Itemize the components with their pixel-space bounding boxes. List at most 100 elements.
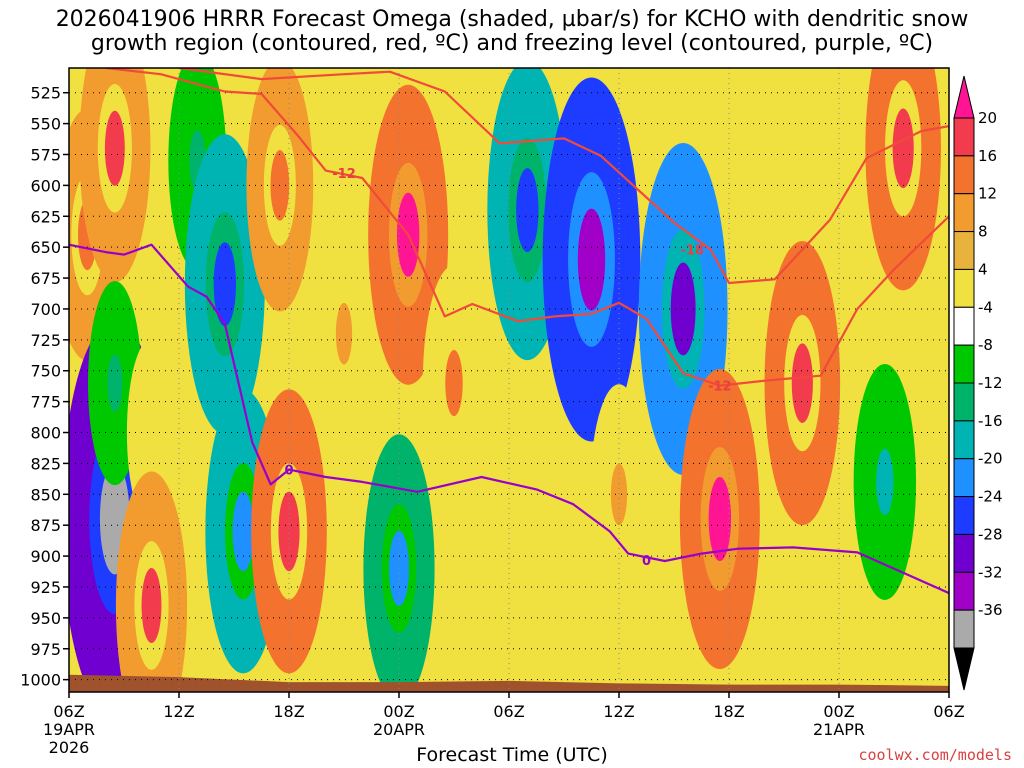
x-tick-year: 2026 xyxy=(49,738,90,757)
colorbar-band xyxy=(953,458,975,498)
colorbar-label: -4 xyxy=(978,298,993,316)
credit-link[interactable]: coolwx.com/models xyxy=(858,746,1012,764)
y-tick-label: 700 xyxy=(30,300,61,319)
y-tick-label: 875 xyxy=(30,516,61,535)
colorbar-label: 4 xyxy=(978,260,988,278)
omega-cell xyxy=(865,68,941,291)
x-tick-label: 18Z xyxy=(713,702,744,721)
colorbar-band xyxy=(953,420,975,460)
contour-lines: -12 -18 -12 0 0 xyxy=(69,68,949,595)
colorbar: 20 16 12 8 4 -4 -8 -12 -16 -20 -24 -28 -32 -36 xyxy=(953,75,1003,691)
colorbar-band xyxy=(953,382,975,422)
contour-label: 0 xyxy=(284,464,293,479)
y-tick-label: 775 xyxy=(30,393,61,412)
colorbar-label: -24 xyxy=(978,488,1003,506)
omega-ring xyxy=(516,168,539,253)
y-tick-label: 900 xyxy=(30,547,61,566)
y-tick-label: 600 xyxy=(30,176,61,195)
y-tick-label: 625 xyxy=(30,207,61,226)
freezing-level-contour xyxy=(69,243,949,595)
colorbar-label: -12 xyxy=(978,374,1003,392)
omega-ring xyxy=(708,477,732,562)
x-tick-date: 20APR xyxy=(373,720,425,739)
y-tick-label: 650 xyxy=(30,238,61,257)
omega-ring xyxy=(892,108,914,189)
omega-cell xyxy=(590,384,648,605)
omega-cell xyxy=(79,68,151,283)
colorbar-top-arrow xyxy=(953,75,975,119)
omega-ring xyxy=(278,491,300,572)
omega-ring xyxy=(141,567,162,644)
x-tick-label: 00Z xyxy=(823,702,854,721)
omega-cell xyxy=(115,471,188,692)
y-tick-label: 1000 xyxy=(20,671,61,690)
y-tick-label: 800 xyxy=(30,424,61,443)
omega-cell xyxy=(251,389,327,674)
y-tick-label: 675 xyxy=(30,269,61,288)
colorbar-label: -36 xyxy=(978,601,1003,619)
y-tick-label: 925 xyxy=(30,578,61,597)
dgz-minus12-contour xyxy=(105,68,949,387)
colorbar-band xyxy=(953,155,975,195)
colorbar-band xyxy=(953,344,975,384)
x-tick-label: 00Z xyxy=(383,702,414,721)
contour-label: 0 xyxy=(642,554,651,569)
omega-ring xyxy=(445,350,463,417)
omega-ring xyxy=(144,406,159,459)
x-tick-label: 06Z xyxy=(493,702,524,721)
colorbar-label: 20 xyxy=(978,109,997,127)
x-tick-label: 18Z xyxy=(273,702,304,721)
chart-title-line1: 2026041906 HRRR Forecast Omega (shaded, … xyxy=(55,7,969,32)
y-tick-label: 750 xyxy=(30,362,61,381)
colorbar-band xyxy=(953,117,975,157)
x-tick-label: 06Z xyxy=(53,702,84,721)
y-tick-label: 825 xyxy=(30,454,61,473)
contour-label: -18 xyxy=(681,244,705,259)
colorbar-band xyxy=(953,571,975,611)
colorbar-label: -20 xyxy=(978,450,1003,468)
omega-cell xyxy=(542,77,641,442)
contour-label: -12 xyxy=(708,380,732,395)
omega-cell xyxy=(853,363,917,600)
omega-cell xyxy=(126,338,177,527)
omega-ring xyxy=(104,110,125,186)
colorbar-label: 8 xyxy=(978,223,988,241)
contour-label: -12 xyxy=(332,167,356,182)
colorbar-band xyxy=(953,231,975,270)
colorbar-label: 12 xyxy=(978,185,997,203)
colorbar-band xyxy=(953,609,975,649)
omega-ring xyxy=(791,343,813,423)
y-tick-label: 525 xyxy=(30,84,61,103)
x-tick-date: 19APR xyxy=(43,720,95,739)
omega-ring xyxy=(335,302,353,365)
omega-ring xyxy=(876,448,894,515)
omega-cell xyxy=(315,223,373,444)
y-tick-label: 975 xyxy=(30,640,61,659)
colorbar-label: -8 xyxy=(978,336,993,354)
y-tick-label: 550 xyxy=(30,115,61,134)
omega-cell xyxy=(679,369,760,670)
omega-ring xyxy=(670,262,696,356)
colorbar-bottom-arrow xyxy=(953,647,975,691)
y-axis: 525 550 575 600 625 650 675 700 725 750 775 800 825 8… xyxy=(20,84,69,690)
omega-ring xyxy=(232,491,254,572)
colorbar-band xyxy=(953,193,975,233)
colorbar-band xyxy=(953,268,975,308)
omega-cell xyxy=(422,265,486,502)
x-tick-label: 12Z xyxy=(163,702,194,721)
omega-ring xyxy=(107,354,123,412)
x-tick-label: 06Z xyxy=(933,702,964,721)
colorbar-label: -16 xyxy=(978,412,1003,430)
x-tick-date: 21APR xyxy=(813,720,865,739)
omega-cell xyxy=(184,134,265,435)
colorbar-band xyxy=(953,306,975,346)
colorbar-label: -32 xyxy=(978,563,1003,581)
omega-cell xyxy=(764,241,841,526)
chart-title-line2: growth region (contoured, red, ºC) and f… xyxy=(90,31,934,56)
colorbar-band xyxy=(953,533,975,573)
y-tick-label: 725 xyxy=(30,331,61,350)
omega-ring xyxy=(610,463,628,526)
x-tick-label: 12Z xyxy=(603,702,634,721)
